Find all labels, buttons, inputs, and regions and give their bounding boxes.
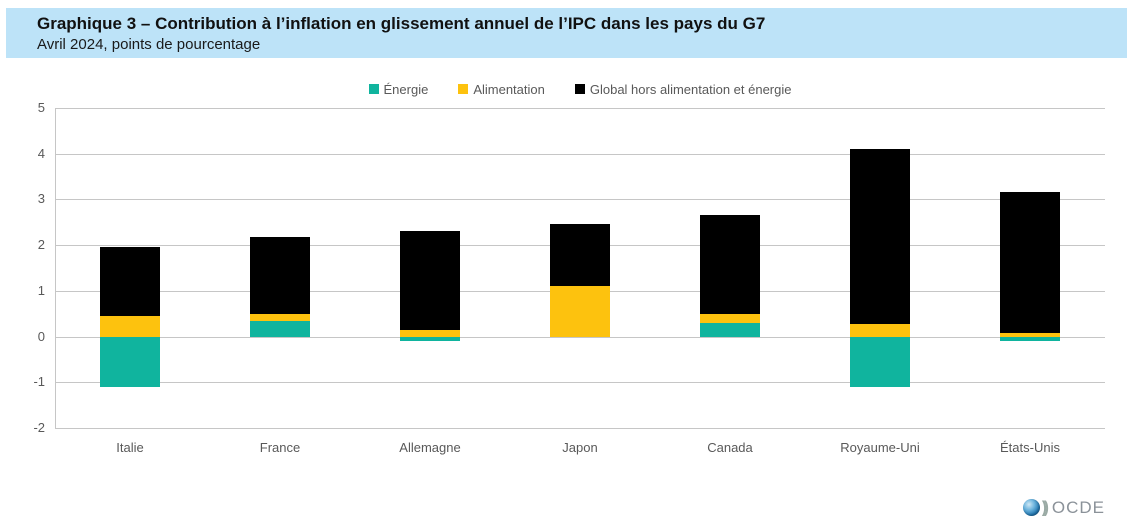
bar-segment	[1000, 192, 1060, 333]
legend-label: Énergie	[383, 81, 429, 97]
y-tick-label: 0	[37, 328, 45, 344]
globe-icon	[1022, 499, 1040, 516]
y-tick-label: -2	[33, 420, 45, 435]
y-tick-label: -1	[33, 374, 45, 390]
bar-segment	[1000, 336, 1060, 342]
y-tick-label: 3	[37, 191, 45, 207]
x-tick-label: Royaume-Uni	[840, 440, 920, 455]
gridline	[55, 336, 1105, 338]
bar-segment	[700, 313, 760, 323]
bar-segment	[100, 316, 160, 337]
logo-text: OCDE	[1051, 498, 1105, 517]
x-tick-label: Italie	[116, 440, 144, 455]
bar-segment	[250, 321, 310, 337]
gridline	[55, 382, 1105, 384]
bar-segment	[100, 247, 160, 316]
bar-segment	[550, 286, 610, 337]
y-tick-label: 1	[37, 282, 45, 298]
gridline	[55, 199, 1105, 201]
gridline	[55, 153, 1105, 155]
legend-label: Global hors alimentation et énergie	[589, 81, 792, 97]
bar-segment	[400, 329, 460, 337]
legend-swatch-icon	[574, 84, 585, 94]
legend-item: Alimentation	[458, 82, 545, 97]
gridline	[55, 108, 1105, 109]
x-tick-label: France	[259, 440, 301, 455]
legend-item: Global hors alimentation et énergie	[574, 81, 792, 97]
y-axis-line	[55, 108, 56, 428]
chart-header: Graphique 3 – Contribution à l’inflation…	[6, 8, 1127, 58]
bar-segment	[850, 323, 910, 337]
bar-segment	[250, 313, 310, 322]
bar-segment	[700, 322, 760, 337]
chart-subtitle: Avril 2024, points de pourcentage	[37, 36, 261, 53]
legend-item: Énergie	[368, 81, 429, 97]
bar-segment	[550, 223, 610, 287]
y-tick-label: 2	[37, 237, 45, 253]
x-tick-label: Japon	[562, 440, 598, 455]
x-tick-label: États-Unis	[1000, 440, 1060, 455]
gridline	[55, 428, 1105, 429]
bar-segment	[400, 230, 460, 330]
bar-segment	[700, 214, 760, 314]
bar-segment	[850, 336, 910, 387]
bar-segment	[1000, 332, 1060, 337]
bar-segment	[100, 336, 160, 387]
legend-swatch-icon	[368, 84, 379, 94]
legend: Énergie Alimentation Global hors alimentat…	[55, 80, 1105, 98]
x-tick-label: Allemagne	[399, 440, 461, 455]
plot-area: -2 -1 0 1 2 3 4 5 Italie France Allemagne Japon Cana…	[33, 100, 1105, 455]
chart-title: Graphique 3 – Contribution à l’inflation…	[37, 14, 766, 33]
legend-label: Alimentation	[473, 81, 545, 97]
ocde-logo: )) OCDE	[1022, 498, 1105, 517]
bar-segment	[400, 336, 460, 342]
x-tick-label: Canada	[707, 440, 753, 455]
y-tick-label: 4	[37, 145, 45, 161]
bar-segment	[850, 149, 910, 324]
y-tick-label: 5	[37, 100, 45, 115]
legend-swatch-icon	[458, 84, 469, 94]
chevrons-icon: ))	[1041, 498, 1049, 517]
bar-segment	[250, 236, 310, 314]
